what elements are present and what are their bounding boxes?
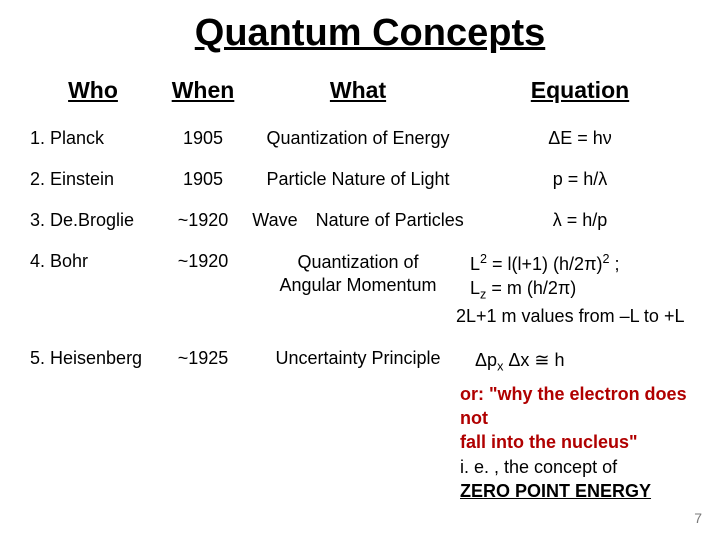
cell-what: Wave Nature of Particles: [248, 200, 468, 241]
eq-part: L: [470, 278, 480, 298]
table-row: 1. Planck 1905 Quantization of Energy ΔE…: [28, 118, 692, 159]
note-line: i. e. , the concept of: [460, 455, 690, 479]
eq-part: = l(l+1) (h/2π): [487, 254, 602, 274]
cell-eq: Δpx Δx ≅ h or: "why the electron does no…: [468, 338, 692, 513]
cell-eq: p = h/λ: [468, 159, 692, 200]
eq-part: Δp: [475, 350, 497, 370]
cell-what-a: Wave: [252, 210, 297, 231]
cell-when: 1905: [158, 159, 248, 200]
hdr-what: What: [248, 77, 468, 118]
eq-line: Δpx Δx ≅ h: [470, 348, 690, 376]
header-row: Who When What Equation: [28, 77, 692, 118]
cell-eq: L2 = l(l+1) (h/2π)2 ; Lz = m (h/2π) 2L+1…: [468, 241, 692, 338]
eq-line: 2L+1 m values from –L to +L: [456, 304, 690, 328]
cell-who: 4. Bohr: [28, 241, 158, 338]
superscript: 2: [480, 252, 487, 266]
cell-eq: ΔE = hν: [468, 118, 692, 159]
eq-part: ;: [610, 254, 620, 274]
table-row: 2. Einstein 1905 Particle Nature of Ligh…: [28, 159, 692, 200]
cell-what: Quantization of Angular Momentum: [248, 241, 468, 338]
hdr-who: Who: [28, 77, 158, 118]
note-line: or: "why the electron does not: [460, 382, 690, 431]
table-row: 3. De.Broglie ~1920 Wave Nature of Parti…: [28, 200, 692, 241]
what-l1: Quantization of: [250, 251, 466, 274]
cell-what: Uncertainty Principle: [248, 338, 468, 513]
note-line: fall into the nucleus": [460, 430, 690, 454]
cell-what-b: Nature of Particles: [316, 210, 464, 231]
cell-what: Quantization of Energy: [248, 118, 468, 159]
cell-when: ~1920: [158, 241, 248, 338]
cell-when: 1905: [158, 118, 248, 159]
hdr-when: When: [158, 77, 248, 118]
data-table: 1. Planck 1905 Quantization of Energy ΔE…: [28, 118, 692, 513]
cell-what: Particle Nature of Light: [248, 159, 468, 200]
cell-when: ~1920: [158, 200, 248, 241]
cell-who: 5. Heisenberg: [28, 338, 158, 513]
cell-when: ~1925: [158, 338, 248, 513]
what-l2: Angular Momentum: [250, 274, 466, 297]
zero-point-energy: ZERO POINT ENERGY: [460, 479, 690, 503]
eq-part: L: [470, 254, 480, 274]
hdr-eq: Equation: [468, 77, 692, 118]
table-row: 5. Heisenberg ~1925 Uncertainty Principl…: [28, 338, 692, 513]
cell-who: 1. Planck: [28, 118, 158, 159]
cell-eq: λ = h/p: [468, 200, 692, 241]
eq-part: = m (h/2π): [486, 278, 576, 298]
table-row: 4. Bohr ~1920 Quantization of Angular Mo…: [28, 241, 692, 338]
cell-who: 2. Einstein: [28, 159, 158, 200]
eq-notes: or: "why the electron does not fall into…: [460, 382, 690, 503]
superscript: 2: [602, 252, 609, 266]
cell-who: 3. De.Broglie: [28, 200, 158, 241]
page-number: 7: [694, 510, 702, 526]
eq-line: Lz = m (h/2π): [470, 276, 690, 304]
eq-line: L2 = l(l+1) (h/2π)2 ;: [470, 251, 690, 276]
slide-title: Quantum Concepts: [48, 12, 692, 55]
eq-part: Δx ≅ h: [503, 350, 564, 370]
